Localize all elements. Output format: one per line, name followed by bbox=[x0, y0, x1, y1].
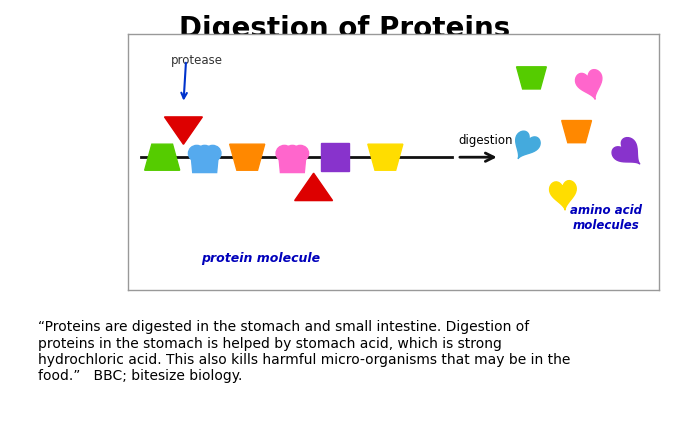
Polygon shape bbox=[279, 156, 306, 172]
Polygon shape bbox=[321, 143, 349, 171]
Text: amino acid
molecules: amino acid molecules bbox=[570, 204, 642, 232]
Polygon shape bbox=[549, 181, 576, 210]
Polygon shape bbox=[515, 131, 540, 158]
Text: “Proteins are digested in the stomach and small intestine. Digestion of
proteins: “Proteins are digested in the stomach an… bbox=[38, 320, 571, 383]
Text: Digestion of Proteins: Digestion of Proteins bbox=[179, 15, 511, 43]
Polygon shape bbox=[517, 67, 546, 89]
Circle shape bbox=[197, 145, 213, 161]
Polygon shape bbox=[575, 70, 602, 99]
Polygon shape bbox=[612, 138, 640, 164]
Polygon shape bbox=[164, 117, 202, 144]
Text: protein molecule: protein molecule bbox=[201, 252, 320, 265]
Circle shape bbox=[284, 145, 301, 161]
Polygon shape bbox=[368, 144, 403, 170]
Polygon shape bbox=[562, 120, 591, 143]
Text: protease: protease bbox=[171, 54, 224, 67]
Polygon shape bbox=[191, 156, 218, 172]
Polygon shape bbox=[295, 173, 333, 200]
Circle shape bbox=[204, 145, 221, 161]
Polygon shape bbox=[230, 144, 265, 170]
Circle shape bbox=[188, 145, 205, 161]
Text: digestion: digestion bbox=[458, 135, 513, 147]
Circle shape bbox=[292, 145, 308, 161]
Polygon shape bbox=[145, 144, 179, 170]
Circle shape bbox=[276, 145, 293, 161]
